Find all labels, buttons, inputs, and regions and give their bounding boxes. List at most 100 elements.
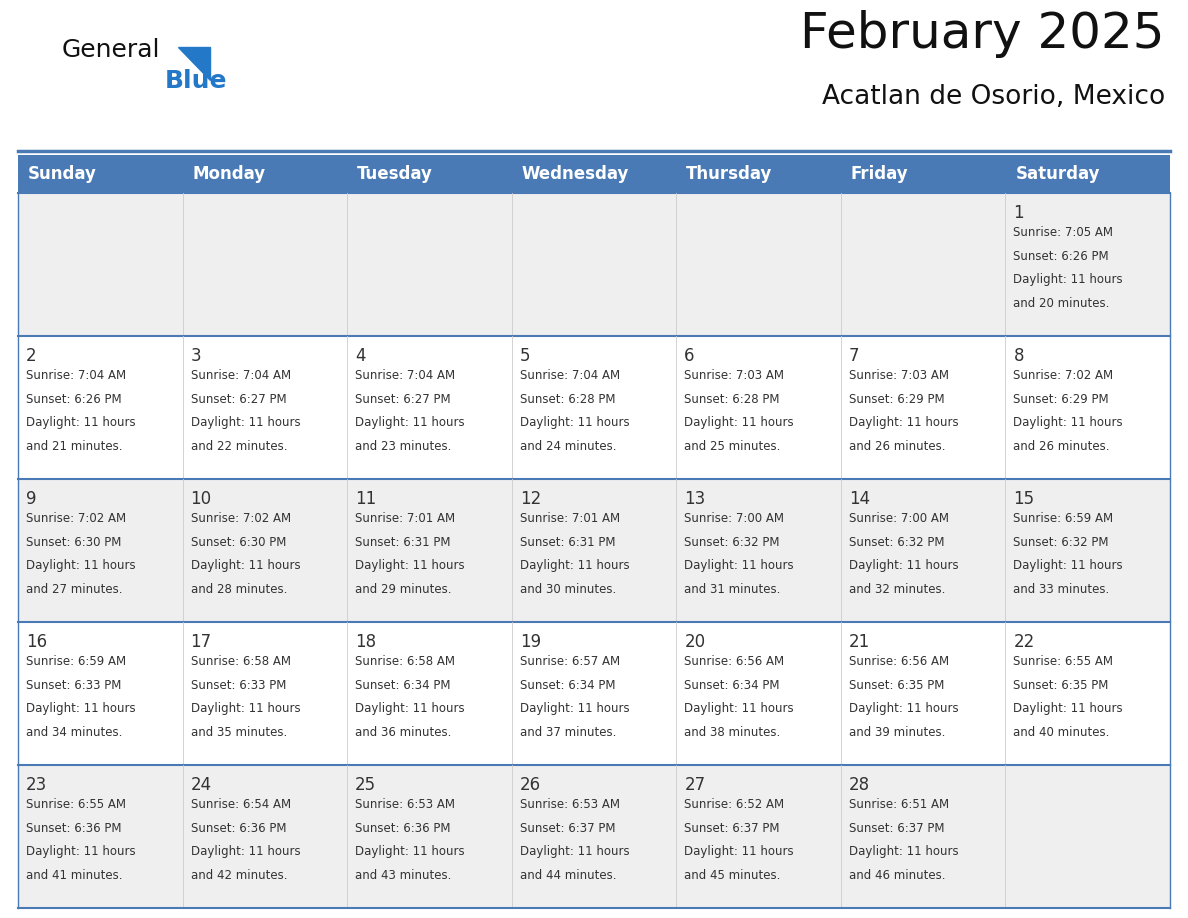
Text: and 30 minutes.: and 30 minutes. [519, 583, 615, 596]
Text: Sunset: 6:27 PM: Sunset: 6:27 PM [190, 393, 286, 406]
Text: Sunrise: 6:55 AM: Sunrise: 6:55 AM [1013, 655, 1113, 668]
Text: and 36 minutes.: and 36 minutes. [355, 726, 451, 739]
Text: 5: 5 [519, 347, 530, 365]
Text: February 2025: February 2025 [801, 10, 1165, 58]
Text: Thursday: Thursday [687, 165, 772, 183]
Text: Daylight: 11 hours: Daylight: 11 hours [519, 702, 630, 715]
Text: Daylight: 11 hours: Daylight: 11 hours [26, 845, 135, 858]
Text: Daylight: 11 hours: Daylight: 11 hours [1013, 559, 1123, 572]
Text: Daylight: 11 hours: Daylight: 11 hours [849, 702, 959, 715]
Text: 18: 18 [355, 633, 377, 651]
Text: Friday: Friday [851, 165, 909, 183]
Text: Sunset: 6:27 PM: Sunset: 6:27 PM [355, 393, 450, 406]
Polygon shape [178, 47, 210, 80]
Text: Wednesday: Wednesday [522, 165, 630, 183]
Text: Daylight: 11 hours: Daylight: 11 hours [26, 559, 135, 572]
Text: Sunrise: 6:59 AM: Sunrise: 6:59 AM [26, 655, 126, 668]
Bar [841, 155, 1005, 193]
Text: Sunrise: 6:59 AM: Sunrise: 6:59 AM [1013, 512, 1113, 525]
Text: Sunset: 6:28 PM: Sunset: 6:28 PM [684, 393, 779, 406]
Text: 20: 20 [684, 633, 706, 651]
Text: 1: 1 [1013, 204, 1024, 222]
Bar [18, 336, 1170, 479]
Text: Daylight: 11 hours: Daylight: 11 hours [355, 416, 465, 430]
Text: Daylight: 11 hours: Daylight: 11 hours [26, 416, 135, 430]
Text: Acatlan de Osorio, Mexico: Acatlan de Osorio, Mexico [822, 84, 1165, 110]
Text: and 45 minutes.: and 45 minutes. [684, 868, 781, 882]
Text: and 34 minutes.: and 34 minutes. [26, 726, 122, 739]
Text: Daylight: 11 hours: Daylight: 11 hours [684, 559, 794, 572]
Text: Daylight: 11 hours: Daylight: 11 hours [26, 702, 135, 715]
Text: Sunset: 6:35 PM: Sunset: 6:35 PM [849, 678, 944, 691]
Text: Sunrise: 6:53 AM: Sunrise: 6:53 AM [355, 798, 455, 811]
Text: Daylight: 11 hours: Daylight: 11 hours [190, 559, 301, 572]
Text: 26: 26 [519, 776, 541, 794]
Text: and 25 minutes.: and 25 minutes. [684, 440, 781, 453]
Bar [183, 155, 347, 193]
Text: Sunrise: 7:02 AM: Sunrise: 7:02 AM [1013, 369, 1113, 382]
Text: 23: 23 [26, 776, 48, 794]
Text: Daylight: 11 hours: Daylight: 11 hours [849, 416, 959, 430]
Bar [18, 765, 1170, 908]
Text: Sunrise: 6:52 AM: Sunrise: 6:52 AM [684, 798, 784, 811]
Text: Sunrise: 7:01 AM: Sunrise: 7:01 AM [355, 512, 455, 525]
Text: Daylight: 11 hours: Daylight: 11 hours [519, 845, 630, 858]
Text: Tuesday: Tuesday [358, 165, 432, 183]
Text: Sunrise: 7:01 AM: Sunrise: 7:01 AM [519, 512, 620, 525]
Text: 8: 8 [1013, 347, 1024, 365]
Text: Sunset: 6:37 PM: Sunset: 6:37 PM [849, 822, 944, 834]
Text: and 20 minutes.: and 20 minutes. [1013, 297, 1110, 309]
Text: Sunset: 6:31 PM: Sunset: 6:31 PM [355, 535, 450, 549]
Text: Daylight: 11 hours: Daylight: 11 hours [355, 845, 465, 858]
Bar [18, 479, 1170, 622]
Text: 4: 4 [355, 347, 366, 365]
Text: 2: 2 [26, 347, 37, 365]
Text: and 28 minutes.: and 28 minutes. [190, 583, 287, 596]
Text: 9: 9 [26, 490, 37, 508]
Text: and 40 minutes.: and 40 minutes. [1013, 726, 1110, 739]
Text: Sunrise: 7:03 AM: Sunrise: 7:03 AM [684, 369, 784, 382]
Text: 17: 17 [190, 633, 211, 651]
Text: Sunset: 6:30 PM: Sunset: 6:30 PM [26, 535, 121, 549]
Text: and 26 minutes.: and 26 minutes. [849, 440, 946, 453]
Text: Daylight: 11 hours: Daylight: 11 hours [684, 845, 794, 858]
Text: and 41 minutes.: and 41 minutes. [26, 868, 122, 882]
Text: Sunset: 6:33 PM: Sunset: 6:33 PM [190, 678, 286, 691]
Text: and 29 minutes.: and 29 minutes. [355, 583, 451, 596]
Text: and 32 minutes.: and 32 minutes. [849, 583, 946, 596]
Text: 24: 24 [190, 776, 211, 794]
Text: 21: 21 [849, 633, 870, 651]
Text: Daylight: 11 hours: Daylight: 11 hours [355, 559, 465, 572]
Text: Sunset: 6:26 PM: Sunset: 6:26 PM [1013, 250, 1110, 263]
Text: Saturday: Saturday [1016, 165, 1100, 183]
Text: Daylight: 11 hours: Daylight: 11 hours [519, 559, 630, 572]
Text: Sunset: 6:26 PM: Sunset: 6:26 PM [26, 393, 121, 406]
Text: Sunrise: 7:00 AM: Sunrise: 7:00 AM [684, 512, 784, 525]
Text: and 43 minutes.: and 43 minutes. [355, 868, 451, 882]
Text: 22: 22 [1013, 633, 1035, 651]
Text: Sunrise: 6:56 AM: Sunrise: 6:56 AM [684, 655, 784, 668]
Text: Sunset: 6:29 PM: Sunset: 6:29 PM [849, 393, 944, 406]
Text: Sunset: 6:34 PM: Sunset: 6:34 PM [355, 678, 450, 691]
Text: 13: 13 [684, 490, 706, 508]
Text: Sunset: 6:31 PM: Sunset: 6:31 PM [519, 535, 615, 549]
Text: Sunset: 6:37 PM: Sunset: 6:37 PM [684, 822, 779, 834]
Text: Sunrise: 6:54 AM: Sunrise: 6:54 AM [190, 798, 291, 811]
Bar [347, 155, 512, 193]
Text: Daylight: 11 hours: Daylight: 11 hours [190, 845, 301, 858]
Text: and 37 minutes.: and 37 minutes. [519, 726, 617, 739]
Text: Sunrise: 6:51 AM: Sunrise: 6:51 AM [849, 798, 949, 811]
Text: Daylight: 11 hours: Daylight: 11 hours [355, 702, 465, 715]
Text: Daylight: 11 hours: Daylight: 11 hours [1013, 702, 1123, 715]
Text: Monday: Monday [192, 165, 266, 183]
Text: and 39 minutes.: and 39 minutes. [849, 726, 946, 739]
Text: and 46 minutes.: and 46 minutes. [849, 868, 946, 882]
Text: Blue: Blue [165, 69, 227, 93]
Text: 27: 27 [684, 776, 706, 794]
Text: and 31 minutes.: and 31 minutes. [684, 583, 781, 596]
Bar [18, 622, 1170, 765]
Text: 12: 12 [519, 490, 541, 508]
Text: Sunrise: 7:04 AM: Sunrise: 7:04 AM [355, 369, 455, 382]
Text: Daylight: 11 hours: Daylight: 11 hours [849, 559, 959, 572]
Text: Daylight: 11 hours: Daylight: 11 hours [190, 416, 301, 430]
